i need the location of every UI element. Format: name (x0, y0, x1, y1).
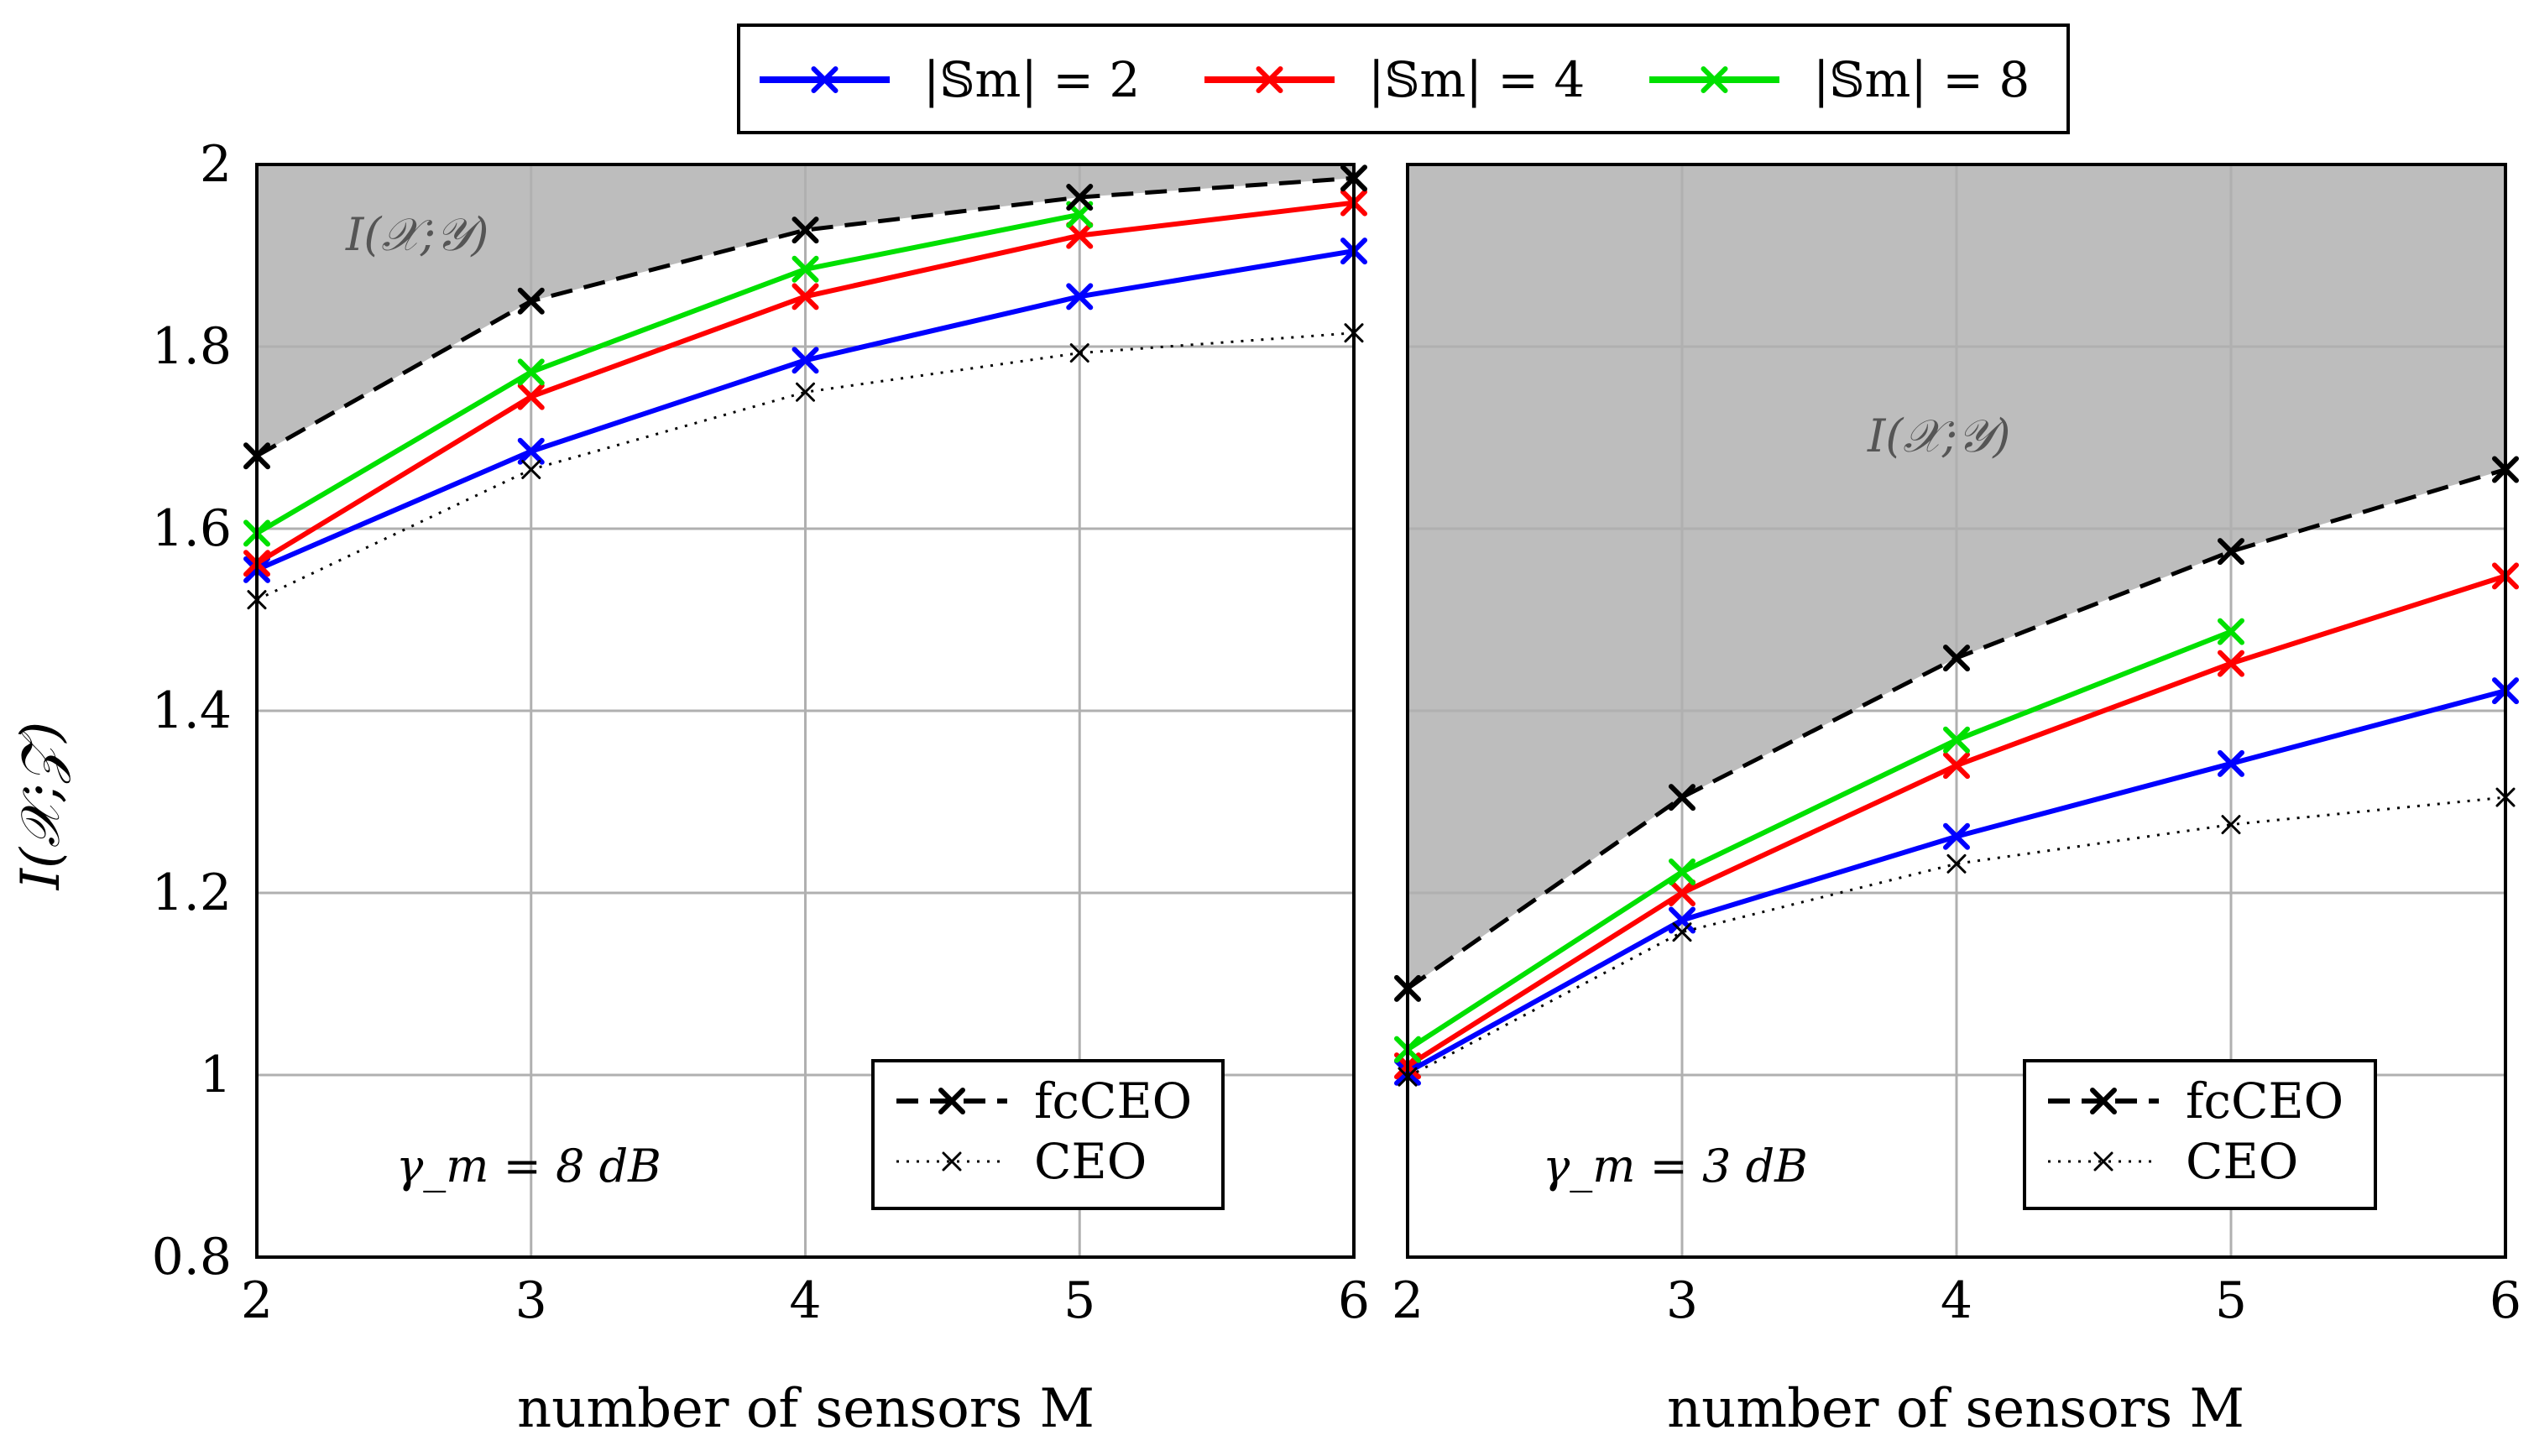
left-series-line-3 (255, 175, 1355, 458)
right-annotation: γ_m = 3 dB (1543, 1140, 1808, 1192)
left-series-line-2 (255, 211, 1080, 536)
left-y-tick-0.8: 0.8 (152, 1228, 232, 1286)
right-x-tick-4: 4 (1941, 1271, 1972, 1330)
left-y-ticks: 0.8 1 1.2 1.4 1.6 1.8 2 (152, 135, 232, 1286)
left-region-label: I(𝒳;𝒴) (345, 208, 489, 261)
right-legend-x-fcceo (2090, 1088, 2117, 1114)
left-series-layer (243, 164, 1367, 610)
left-y-tick-1.4: 1.4 (152, 681, 232, 740)
top-legend-label-2: |𝕊m| = 4 (1368, 51, 1585, 108)
top-legend-x-3 (1701, 66, 1728, 93)
left-series-2-point-2 (792, 255, 819, 283)
right-plot-frame (1406, 163, 2507, 1259)
top-legend-entry-3: |𝕊m| = 8 (1649, 51, 2030, 108)
left-x-ticks: 2 3 4 5 6 (241, 1271, 1370, 1330)
left-series-4-point-2 (796, 382, 815, 402)
left-series-3-point-2 (792, 217, 819, 244)
right-legend: fcCEO CEO (2023, 1059, 2377, 1210)
top-legend-x-2 (1256, 66, 1283, 93)
right-x-tick-2: 2 (1392, 1271, 1424, 1330)
left-y-tick-1.8: 1.8 (152, 317, 232, 376)
right-series-0-point-1 (1669, 906, 1695, 934)
right-series-2-point-1 (1669, 858, 1695, 886)
top-legend-x-1 (811, 66, 839, 93)
left-series-0-point-1 (517, 437, 545, 465)
right-series-3-point-2 (1943, 645, 1970, 672)
right-series-2-point-2 (1943, 726, 1970, 754)
top-legend-label-1: |𝕊m| = 2 (923, 51, 1140, 108)
right-legend-marker-fcceo (2090, 1088, 2117, 1114)
left-panel: 2 3 4 5 6 0.8 1 1.2 1.4 1.6 1.8 2 I(𝒳;𝒴) γ_m = 8 d… (152, 135, 1371, 1440)
left-plot-frame (255, 163, 1356, 1259)
right-series-3-point-1 (1669, 784, 1695, 811)
top-legend-entry-1: |𝕊m| = 2 (760, 51, 1140, 108)
left-series-0-point-2 (792, 347, 819, 374)
top-legend-marker-1 (811, 66, 839, 93)
right-series-1-point-3 (2218, 650, 2244, 677)
right-series-4-point-3 (2221, 815, 2241, 835)
right-x-tick-5: 5 (2215, 1271, 2247, 1330)
right-series-4-point-1 (1672, 922, 1692, 942)
right-series-4-point-2 (1946, 853, 1967, 874)
left-x-tick-6: 6 (1338, 1271, 1370, 1330)
left-legend-marker-ceo (942, 1151, 962, 1172)
left-y-tick-1.2: 1.2 (152, 864, 232, 922)
left-legend: fcCEO CEO (871, 1059, 1225, 1210)
top-legend: |𝕊m| = 2 |𝕊m| = 4 |𝕊m| = 8 (737, 23, 2070, 134)
right-series-2-point-3 (2218, 618, 2244, 645)
right-series-3-point-3 (2218, 538, 2244, 566)
top-legend-box (737, 23, 2070, 134)
left-x-tick-5: 5 (1063, 1271, 1095, 1330)
left-series-4-point-3 (1069, 343, 1089, 363)
right-legend-box (2023, 1059, 2377, 1210)
right-series-1-point-1 (1669, 879, 1695, 906)
left-series-line-4 (256, 331, 1355, 601)
left-x-axis-label: number of sensors M (517, 1378, 1095, 1440)
right-series-0-point-2 (1943, 822, 1970, 850)
left-series-3-point-1 (517, 287, 545, 315)
left-y-tick-1.6: 1.6 (152, 499, 232, 558)
left-x-tick-4: 4 (789, 1271, 821, 1330)
right-legend-x-ceo (2093, 1151, 2113, 1172)
right-series-0-point-3 (2218, 749, 2244, 777)
left-legend-box (871, 1059, 1225, 1210)
left-y-tick-1: 1 (200, 1046, 232, 1104)
right-x-tick-3: 3 (1666, 1271, 1698, 1330)
left-series-1-point-2 (792, 283, 819, 311)
left-series-4-point-1 (521, 459, 541, 479)
top-legend-marker-2 (1256, 66, 1283, 93)
y-axis-label: I(𝒳;𝒵) (10, 722, 72, 891)
left-series-1-point-3 (1066, 222, 1094, 249)
right-region-label: I(𝒳;𝒴) (1867, 410, 2010, 462)
top-legend-entry-2: |𝕊m| = 4 (1204, 51, 1585, 108)
top-legend-label-3: |𝕊m| = 8 (1813, 51, 2030, 108)
right-x-axis-label: number of sensors M (1667, 1378, 2244, 1440)
left-y-tick-2: 2 (200, 135, 232, 194)
right-series-1-point-2 (1943, 752, 1970, 780)
right-legend-label-ceo: CEO (2186, 1133, 2298, 1190)
left-x-tick-3: 3 (515, 1271, 547, 1330)
left-legend-x-fcceo (938, 1088, 965, 1114)
left-legend-x-ceo (942, 1151, 962, 1172)
right-x-tick-6: 6 (2490, 1271, 2521, 1330)
right-series-line-2 (1406, 629, 2233, 1052)
right-legend-label-fcceo: fcCEO (2186, 1072, 2343, 1130)
right-legend-marker-ceo (2093, 1151, 2113, 1172)
left-x-tick-2: 2 (241, 1271, 273, 1330)
top-legend-marker-3 (1701, 66, 1728, 93)
left-legend-label-fcceo: fcCEO (1034, 1072, 1192, 1130)
left-series-3-point-3 (1066, 184, 1094, 211)
left-series-0-point-3 (1066, 283, 1094, 311)
left-series-2-point-1 (517, 358, 545, 386)
left-annotation: γ_m = 8 dB (396, 1140, 661, 1192)
left-legend-label-ceo: CEO (1034, 1133, 1147, 1190)
left-legend-marker-fcceo (938, 1088, 965, 1114)
right-x-ticks: 2 3 4 5 6 (1392, 1271, 2521, 1330)
left-series-1-point-1 (517, 383, 545, 410)
right-panel: 2 3 4 5 6 I(𝒳;𝒴) γ_m = 3 dB fcCEO CEO number… (1392, 163, 2521, 1440)
